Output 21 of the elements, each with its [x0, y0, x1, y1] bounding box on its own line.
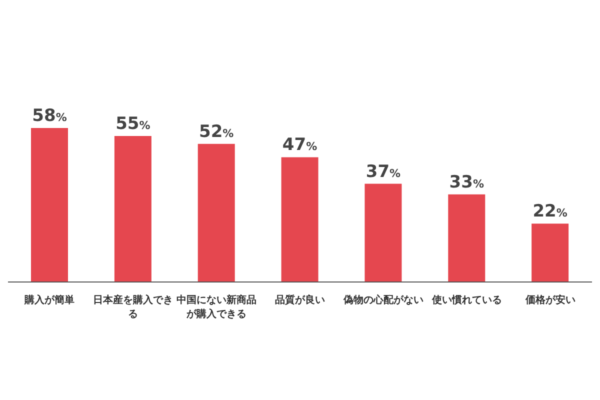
data-label: 22% — [532, 202, 568, 222]
x-tick-label: 偽物の心配がない — [343, 294, 424, 308]
x-tick-label: 中国にない新商品が購入できる — [176, 294, 257, 322]
data-label: 33% — [449, 172, 484, 192]
x-tick-label: 使い慣れている — [432, 294, 502, 308]
data-label: 52% — [199, 122, 234, 142]
x-tick-label: 品質が良い — [275, 294, 325, 308]
data-label: 37% — [366, 162, 401, 182]
x-tick-label: 日本産を購入できる — [93, 294, 174, 322]
x-tick-label: 購入が簡単 — [24, 294, 75, 308]
data-label: 55% — [116, 114, 150, 134]
data-label: 47% — [282, 135, 318, 156]
bar — [198, 144, 235, 282]
bar — [448, 194, 486, 282]
data-label: 58% — [32, 106, 67, 126]
bar — [114, 136, 152, 282]
bar — [532, 224, 569, 282]
bar — [364, 184, 402, 282]
bar — [31, 128, 68, 282]
x-tick-label: 価格が安い — [525, 294, 576, 308]
bar — [281, 157, 318, 282]
